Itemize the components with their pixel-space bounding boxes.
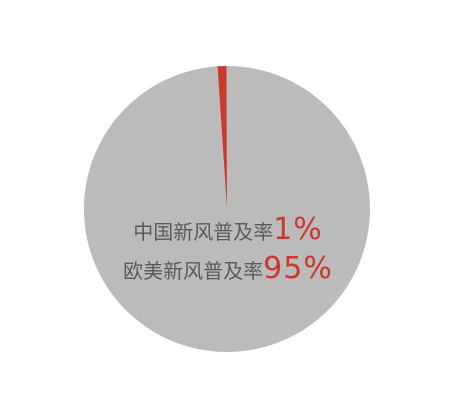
pie-slice-other (83, 65, 370, 352)
western-penetration-value: 95% (263, 251, 333, 286)
china-penetration-value: 1% (273, 212, 323, 247)
western-penetration-annotation: 欧美新风普及率95% (0, 251, 456, 286)
china-penetration-label: 中国新风普及率 (133, 220, 274, 244)
pie-slice-highlight (217, 66, 227, 209)
china-penetration-annotation: 中国新风普及率1% (0, 212, 456, 247)
western-penetration-label: 欧美新风普及率 (123, 259, 264, 283)
